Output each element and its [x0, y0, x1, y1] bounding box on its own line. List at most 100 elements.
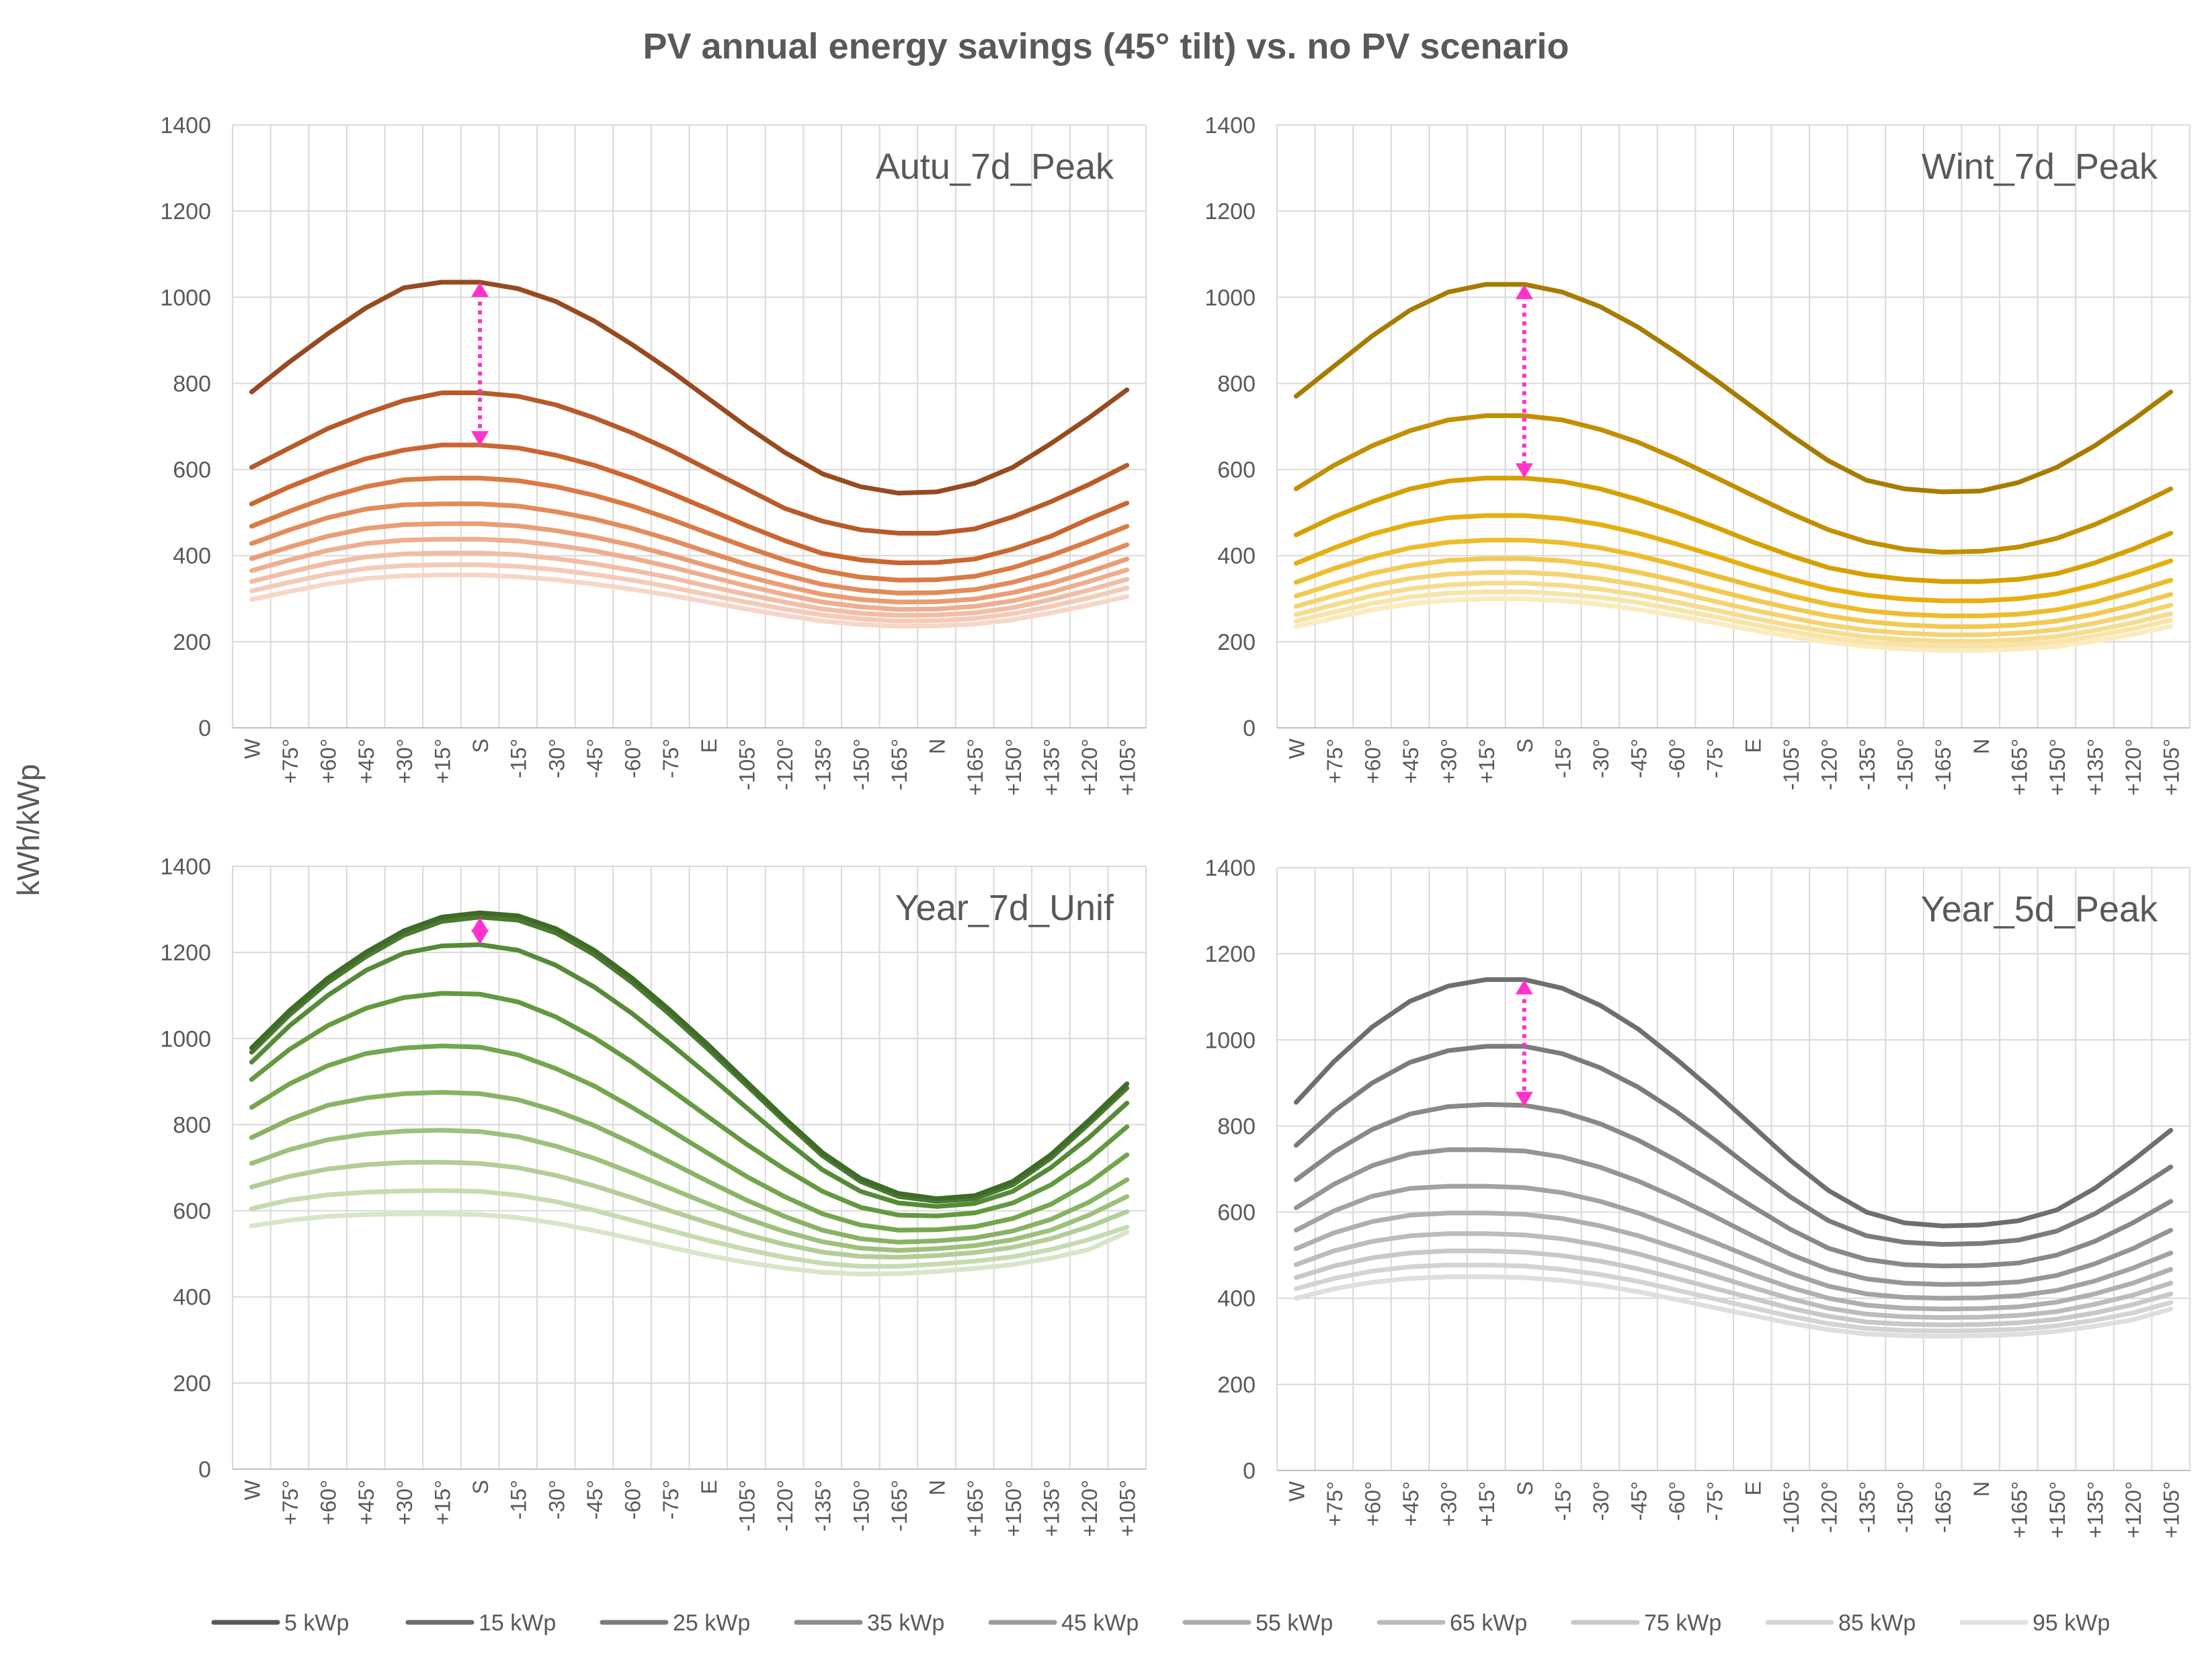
- series-line-75-kwp: [249, 1159, 1130, 1260]
- y-tick-label: 200: [1217, 630, 1256, 655]
- legend-label: 15 kWp: [479, 1610, 556, 1636]
- x-tick-label: S: [1513, 739, 1537, 753]
- y-tick-label: 1400: [160, 854, 211, 880]
- y-tick-label: 400: [1217, 544, 1256, 569]
- series-line-75-kwp: [1293, 581, 2174, 644]
- y-tick-label: 1200: [160, 940, 211, 966]
- series-line-55-kwp: [249, 521, 1130, 605]
- x-tick-label: -75°: [1703, 739, 1727, 778]
- series-line-15-kwp: [1293, 413, 2174, 555]
- series-line-5-kwp: [1293, 282, 2174, 495]
- y-tick-label: 0: [1243, 1458, 1256, 1484]
- chart-panel-autu-7d-peak: 0 200 400 600 800 1000 1200 1400 W +75° +60° +45° +3…: [160, 113, 1147, 796]
- x-tick-label: +60°: [1360, 739, 1385, 784]
- x-tick-label: +135°: [2084, 1481, 2108, 1538]
- chart-panel-year-5d-peak: 0 200 400 600 800 1000 1200 1400 W +75° +60° +45° +3…: [1204, 856, 2190, 1538]
- annotation-arrow-head-up: [1515, 284, 1533, 300]
- series-line-85-kwp: [249, 562, 1130, 624]
- series-line-95-kwp: [249, 1211, 1130, 1277]
- x-tick-label: -165°: [887, 739, 911, 790]
- annotation-arrow-head-down: [471, 929, 489, 945]
- series-line-95-kwp: [249, 573, 1130, 629]
- x-tick-label: -120°: [1817, 1481, 1841, 1533]
- x-tick-label: -15°: [507, 739, 531, 778]
- series-line-45-kwp: [249, 1043, 1130, 1233]
- x-tick-label: E: [1741, 739, 1765, 753]
- y-tick-label: 800: [173, 371, 211, 397]
- x-tick-label: -105°: [735, 1480, 759, 1532]
- x-tick-label: +135°: [1039, 1480, 1063, 1537]
- x-tick-label: +45°: [354, 1480, 378, 1525]
- x-tick-label: +15°: [430, 1480, 454, 1525]
- legend-label: 35 kWp: [867, 1610, 944, 1636]
- y-tick-label: 600: [1217, 1200, 1256, 1226]
- x-tick-label: -135°: [811, 739, 835, 790]
- x-tick-label: -60°: [1665, 739, 1689, 778]
- series-line-55-kwp: [1293, 1210, 2174, 1312]
- y-tick-label: 400: [173, 1285, 211, 1311]
- x-tick-label: N: [1969, 1481, 1994, 1497]
- y-tick-label: 600: [173, 458, 211, 483]
- x-tick-label: +165°: [963, 739, 987, 796]
- x-tick-label: +15°: [430, 739, 454, 784]
- series-line-65-kwp: [249, 536, 1130, 612]
- y-tick-label: 1000: [1204, 1028, 1256, 1053]
- x-tick-label: -75°: [1703, 1481, 1727, 1521]
- x-tick-label: N: [1969, 739, 1994, 754]
- annotation-arrow-head-up: [1515, 979, 1533, 995]
- x-tick-label: S: [1513, 1481, 1537, 1495]
- x-tick-label: -45°: [1627, 1481, 1651, 1521]
- x-tick-label: -150°: [849, 739, 873, 790]
- y-tick-label: 200: [173, 630, 211, 655]
- x-tick-label: -105°: [735, 739, 759, 790]
- y-tick-label: 800: [173, 1112, 211, 1138]
- series-line-15-kwp: [249, 915, 1130, 1204]
- series-line-55-kwp: [1293, 556, 2174, 629]
- series-line-65-kwp: [1293, 1231, 2174, 1320]
- x-tick-label: +75°: [278, 739, 302, 784]
- x-tick-label: -165°: [1931, 739, 1955, 790]
- x-tick-label: +60°: [317, 1480, 341, 1525]
- x-tick-label: -30°: [1589, 739, 1613, 778]
- series-line-65-kwp: [1293, 570, 2174, 638]
- panel-label: Autu_7d_Peak: [876, 147, 1114, 187]
- series-line-35-kwp: [249, 991, 1130, 1218]
- annotation-arrow-head-down: [1515, 1091, 1533, 1107]
- x-tick-label: -150°: [1893, 739, 1918, 790]
- x-tick-label: +120°: [2121, 1481, 2145, 1538]
- x-tick-label: +30°: [393, 1480, 417, 1525]
- series-line-45-kwp: [1293, 1184, 2174, 1301]
- x-tick-label: -15°: [507, 1480, 531, 1520]
- y-tick-label: 200: [1217, 1372, 1256, 1398]
- x-tick-label: W: [1284, 738, 1309, 759]
- panel-label: Year_5d_Peak: [1921, 889, 2158, 929]
- y-tick-label: 1400: [1204, 856, 1256, 881]
- series-line-75-kwp: [1293, 1248, 2174, 1327]
- x-tick-label: E: [1741, 1481, 1765, 1495]
- series-line-35-kwp: [1293, 1147, 2174, 1287]
- series-line-85-kwp: [249, 1188, 1130, 1269]
- y-tick-label: 1000: [160, 285, 211, 310]
- x-tick-label: E: [697, 739, 721, 753]
- legend-label: 85 kWp: [1838, 1610, 1916, 1636]
- x-tick-label: -105°: [1779, 739, 1803, 790]
- y-tick-label: 1200: [1204, 942, 1256, 967]
- x-tick-label: -120°: [773, 1480, 797, 1532]
- series-line-35-kwp: [1293, 513, 2174, 604]
- series-line-25-kwp: [249, 442, 1130, 566]
- series-line-25-kwp: [249, 942, 1130, 1209]
- x-tick-label: -60°: [621, 739, 645, 778]
- y-tick-label: 0: [198, 716, 211, 741]
- x-tick-label: +30°: [393, 739, 417, 784]
- x-tick-label: -30°: [544, 739, 569, 778]
- y-tick-label: 1200: [1204, 199, 1256, 224]
- series-line-95-kwp: [1293, 596, 2174, 653]
- x-tick-label: +60°: [317, 739, 341, 784]
- x-tick-label: -120°: [1817, 739, 1841, 790]
- legend-label: 45 kWp: [1061, 1610, 1139, 1636]
- y-tick-label: 800: [1217, 371, 1256, 397]
- y-tick-label: 600: [173, 1199, 211, 1225]
- legend-label: 55 kWp: [1256, 1610, 1333, 1636]
- y-tick-label: 200: [173, 1371, 211, 1397]
- annotation-arrow-head-down: [1515, 463, 1533, 479]
